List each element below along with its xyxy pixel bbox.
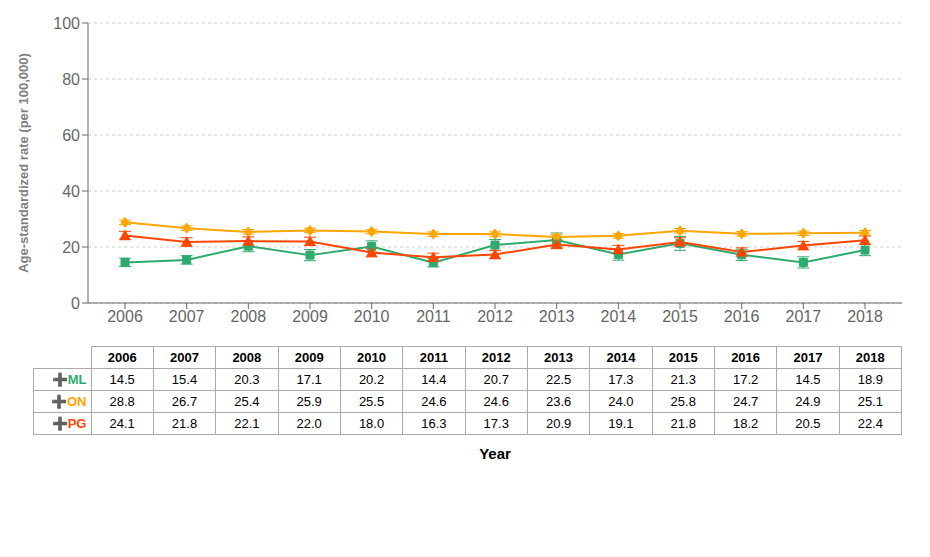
html-text:18.9: 18.9 [857,372,883,387]
html-text:2009: 2009 [294,350,324,365]
html-text:24.7: 24.7 [733,394,759,409]
svg-text:2018: 2018 [847,308,883,325]
svg-text:2012: 2012 [477,308,513,325]
html-text:2016: 2016 [731,350,761,365]
html-text:20.9: 20.9 [545,416,572,431]
html-text:25.4: 25.4 [234,394,260,409]
html-text:22.4: 22.4 [857,416,883,431]
svg-text:2008: 2008 [231,308,267,325]
html-text:17.2: 17.2 [733,372,759,387]
html-text:18.0: 18.0 [358,416,385,431]
html-text:Year: Year [479,445,511,462]
svg-text:2006: 2006 [107,308,143,325]
svg-text:2017: 2017 [786,308,822,325]
svg-text:2014: 2014 [601,308,637,325]
html-text:21.8: 21.8 [171,416,198,431]
html-text:➕PG: ➕PG [51,416,87,431]
html-text:19.1: 19.1 [608,416,634,431]
svg-text:60: 60 [62,127,80,144]
html-text:24.0: 24.0 [608,394,634,409]
svg-text:2013: 2013 [539,308,575,325]
html-text:22.0: 22.0 [296,416,322,431]
svg-text:2009: 2009 [292,308,328,325]
html-text:20.3: 20.3 [234,372,260,387]
html-text:2008: 2008 [232,350,262,365]
html-text:26.7: 26.7 [171,394,198,409]
svg-text:2016: 2016 [724,308,760,325]
html-text:21.8: 21.8 [670,416,696,431]
svg-text:0: 0 [71,295,80,312]
html-text:➕ON: ➕ON [51,394,87,409]
html-text:2015: 2015 [668,350,698,365]
html-text:25.8: 25.8 [670,394,696,409]
html-text:21.3: 21.3 [670,372,696,387]
html-text:2007: 2007 [170,350,199,365]
html-text:23.6: 23.6 [545,394,572,409]
html-text:24.6: 24.6 [421,394,447,409]
html-text:28.8: 28.8 [109,394,135,409]
svg-text:2007: 2007 [169,308,205,325]
html-text:20.7: 20.7 [483,372,509,387]
html-text:25.9: 25.9 [296,394,322,409]
svg-text:20: 20 [62,239,80,256]
html-text:14.5: 14.5 [109,372,135,387]
html-text:15.4: 15.4 [171,372,198,387]
html-text:2006: 2006 [107,350,137,365]
svg-text:80: 80 [62,71,80,88]
html-text:2014: 2014 [606,350,636,365]
html-text:2017: 2017 [793,350,823,365]
html-text:2012: 2012 [481,350,511,365]
html-text:20.2: 20.2 [358,372,385,387]
html-text:22.5: 22.5 [545,372,572,387]
html-text:17.3: 17.3 [608,372,634,387]
html-text:24.1: 24.1 [109,416,135,431]
svg-text:40: 40 [62,183,80,200]
html-text:2011: 2011 [419,350,448,365]
html-text:18.2: 18.2 [733,416,759,431]
html-text:17.1: 17.1 [296,372,322,387]
html-text:25.5: 25.5 [358,394,385,409]
html-text:2018: 2018 [855,350,885,365]
html-text:14.4: 14.4 [421,372,447,387]
html-text:14.5: 14.5 [795,372,821,387]
html-text:20.5: 20.5 [795,416,821,431]
html-text:2010: 2010 [357,350,386,365]
html-text:24.9: 24.9 [795,394,821,409]
svg-text:2010: 2010 [354,308,390,325]
html-text:➕ML: ➕ML [51,372,87,387]
html-text:2013: 2013 [544,350,573,365]
svg-text:2011: 2011 [416,308,451,325]
svg-text:100: 100 [53,15,80,32]
html-text:22.1: 22.1 [234,416,260,431]
html-text:16.3: 16.3 [421,416,447,431]
html-text:25.1: 25.1 [857,394,883,409]
svg-text:Age-standardized rate (per 100: Age-standardized rate (per 100,000) [16,53,31,273]
html-text:24.6: 24.6 [483,394,509,409]
html-text:17.3: 17.3 [483,416,509,431]
svg-text:2015: 2015 [662,308,698,325]
